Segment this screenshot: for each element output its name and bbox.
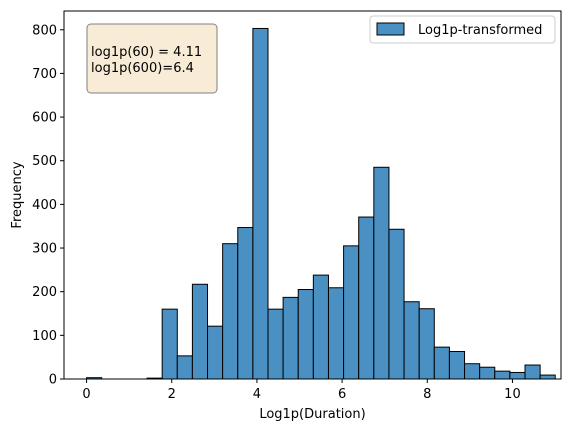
legend: Log1p-transformed xyxy=(369,15,556,44)
legend-swatch xyxy=(376,22,405,36)
x-tick-label: 6 xyxy=(338,387,346,402)
histogram-bar xyxy=(388,228,405,380)
x-tick-label: 8 xyxy=(423,387,431,402)
annotation-background xyxy=(86,23,218,94)
histogram-bar xyxy=(222,243,239,380)
x-tick-label: 4 xyxy=(253,387,261,402)
y-tick-label: 500 xyxy=(32,154,57,169)
histogram-bar xyxy=(509,371,526,380)
histogram-bar xyxy=(464,363,481,380)
histogram-bar xyxy=(252,27,269,380)
x-axis: 0 2 4 6 8 10 xyxy=(82,379,521,402)
histogram-bar xyxy=(191,283,209,380)
histogram-bar xyxy=(494,370,511,380)
histogram-bar xyxy=(403,301,420,380)
y-tick-label: 600 xyxy=(32,111,57,126)
histogram-bar xyxy=(176,355,193,380)
histogram-bar xyxy=(282,296,299,380)
histogram-bars xyxy=(86,27,556,380)
legend-entry-log1p-transformed: Log1p-transformed xyxy=(418,23,542,38)
histogram-bar xyxy=(373,166,390,380)
histogram-bar xyxy=(267,308,284,380)
histogram-bar xyxy=(448,350,466,380)
y-tick-label: 300 xyxy=(32,242,57,257)
histogram-bar xyxy=(343,245,360,380)
x-tick-label: 2 xyxy=(168,387,176,402)
annotation-box: log1p(60) = 4.11 log1p(600)=6.4 xyxy=(86,23,218,94)
histogram-bar xyxy=(312,274,329,380)
histogram-bar xyxy=(433,346,450,380)
x-tick-label: 10 xyxy=(504,387,521,402)
y-tick-label: 200 xyxy=(32,285,57,300)
annotation-line-2: log1p(600)=6.4 xyxy=(91,61,194,76)
histogram-bar xyxy=(418,308,435,380)
annotation-line-1: log1p(60) = 4.11 xyxy=(91,45,202,60)
histogram-bar xyxy=(207,325,224,380)
y-tick-label: 800 xyxy=(32,23,57,38)
y-tick-label: 700 xyxy=(32,67,57,82)
x-axis-label: Log1p(Duration) xyxy=(259,407,365,422)
histogram-bar xyxy=(237,227,254,380)
y-tick-label: 100 xyxy=(32,329,57,344)
y-axis-label: Frequency xyxy=(10,161,25,228)
y-axis: 0 100 200 300 400 500 600 700 800 xyxy=(32,23,64,388)
x-tick-label: 0 xyxy=(82,387,90,402)
histogram-bar xyxy=(161,308,178,380)
histogram-bar xyxy=(524,364,541,380)
histogram-bar xyxy=(539,374,556,380)
histogram-bar xyxy=(479,366,496,380)
histogram-bar xyxy=(327,287,345,380)
plot-frame xyxy=(63,10,562,380)
y-tick-label: 400 xyxy=(32,198,57,213)
histogram-bar xyxy=(297,289,314,380)
legend-frame xyxy=(369,15,556,44)
y-tick-label: 0 xyxy=(49,373,57,388)
histogram-bar xyxy=(358,216,375,380)
